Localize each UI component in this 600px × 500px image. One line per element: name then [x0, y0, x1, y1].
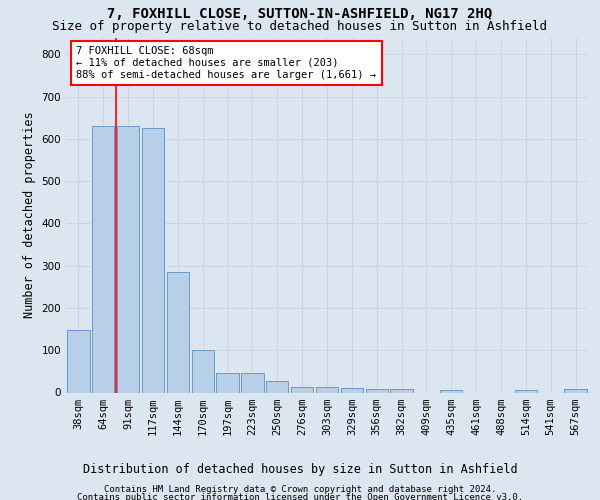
- Bar: [565, 389, 587, 392]
- Bar: [291, 388, 313, 392]
- Bar: [341, 388, 363, 392]
- Bar: [365, 389, 388, 392]
- Bar: [117, 126, 139, 392]
- Bar: [67, 330, 89, 392]
- Bar: [142, 128, 164, 392]
- Text: 7 FOXHILL CLOSE: 68sqm
← 11% of detached houses are smaller (203)
88% of semi-de: 7 FOXHILL CLOSE: 68sqm ← 11% of detached…: [76, 46, 376, 80]
- Text: Size of property relative to detached houses in Sutton in Ashfield: Size of property relative to detached ho…: [53, 20, 548, 33]
- Bar: [316, 388, 338, 392]
- Bar: [241, 374, 263, 392]
- Bar: [191, 350, 214, 393]
- Text: 7, FOXHILL CLOSE, SUTTON-IN-ASHFIELD, NG17 2HQ: 7, FOXHILL CLOSE, SUTTON-IN-ASHFIELD, NG…: [107, 8, 493, 22]
- Text: Contains public sector information licensed under the Open Government Licence v3: Contains public sector information licen…: [77, 493, 523, 500]
- Bar: [440, 390, 463, 392]
- Bar: [167, 272, 189, 392]
- Bar: [92, 126, 115, 392]
- Text: Contains HM Land Registry data © Crown copyright and database right 2024.: Contains HM Land Registry data © Crown c…: [104, 485, 496, 494]
- Bar: [217, 372, 239, 392]
- Bar: [266, 380, 289, 392]
- Y-axis label: Number of detached properties: Number of detached properties: [23, 112, 36, 318]
- Bar: [391, 389, 413, 392]
- Text: Distribution of detached houses by size in Sutton in Ashfield: Distribution of detached houses by size …: [83, 462, 517, 475]
- Bar: [515, 390, 537, 392]
